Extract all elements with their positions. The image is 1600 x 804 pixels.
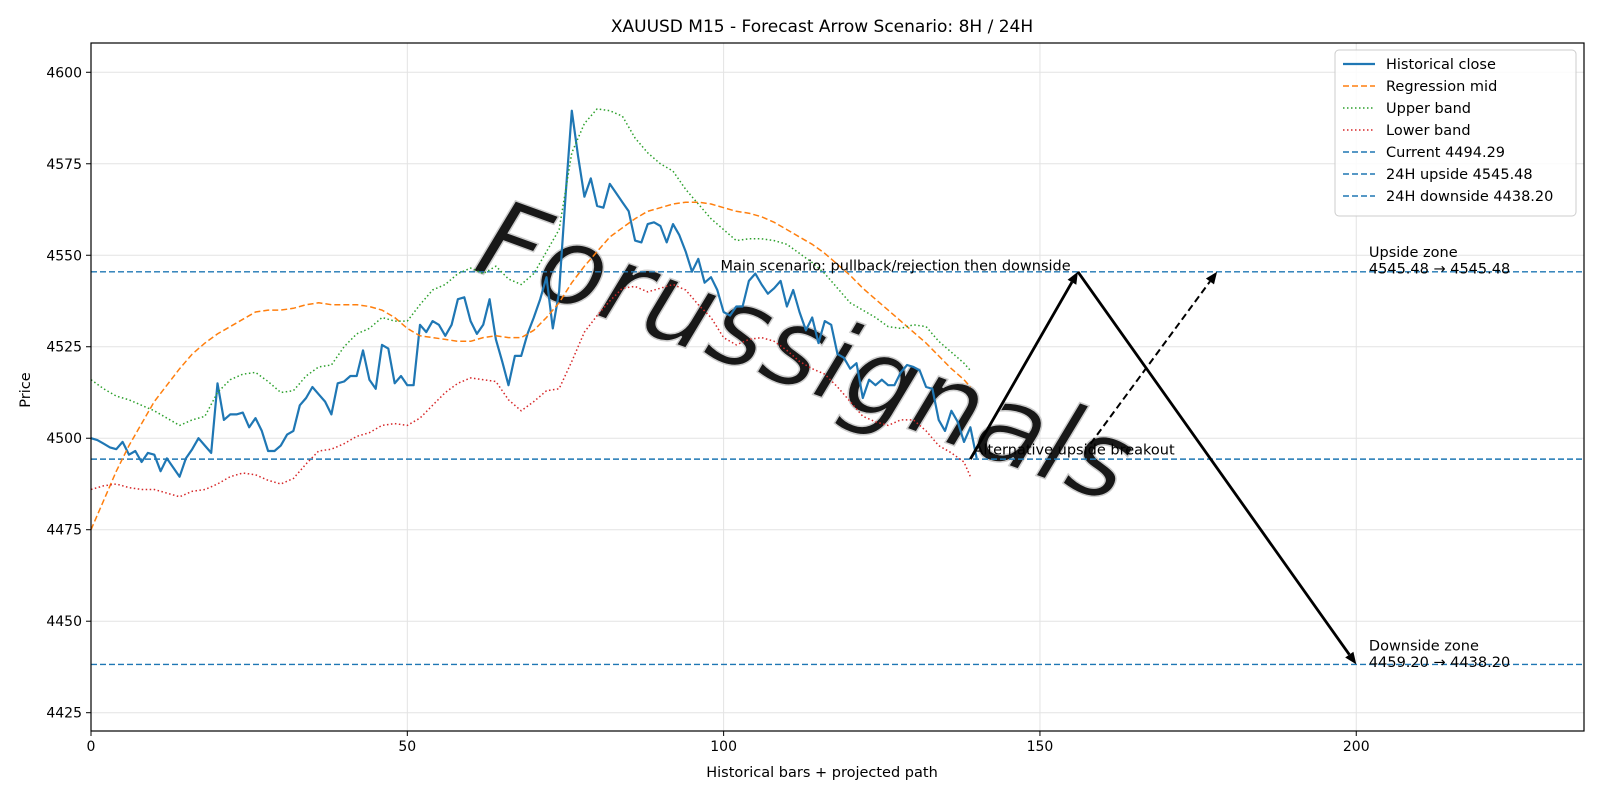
x-tick-label: 100 (710, 739, 737, 755)
grid-layer (90, 43, 1584, 731)
annotation-text: Main scenario: pullback/rejection then d… (720, 259, 1070, 275)
y-tick-label: 4425 (46, 706, 82, 722)
plot-frame (90, 42, 1585, 732)
series-line (90, 108, 971, 427)
x-tick-label: 200 (1343, 739, 1370, 755)
legend-label: Current 4494.29 (1386, 145, 1505, 161)
x-tick-label: 50 (398, 739, 416, 755)
forecast-arrow-head (1205, 271, 1218, 285)
y-tick-label: 4575 (46, 157, 82, 173)
levels-layer (91, 271, 1584, 666)
series-line (90, 109, 978, 478)
forecast-arrow-shaft (1076, 270, 1351, 656)
annotations-layer: Main scenario: pullback/rejection then d… (720, 245, 1510, 671)
series-line (90, 283, 972, 498)
annotation-text: 4545.48 → 4545.48 (1369, 262, 1510, 278)
forecast-arrow-head (1067, 271, 1078, 285)
chart-title: XAUUSD M15 - Forecast Arrow Scenario: 8H… (611, 17, 1033, 37)
arrows-layer (969, 270, 1357, 665)
y-tick-label: 4475 (46, 523, 82, 539)
y-tick-label: 4600 (46, 65, 82, 81)
forecast-arrow-shaft (969, 281, 1074, 460)
y-axis-label: Price (18, 372, 34, 407)
legend: Historical close Regression mid Upper band… (1334, 49, 1577, 217)
forecast-arrow-shaft (1089, 280, 1211, 445)
y-tick-label: 4525 (46, 340, 82, 356)
legend-label: Upper band (1386, 101, 1471, 117)
legend-label: Lower band (1386, 123, 1471, 139)
legend-box (1334, 49, 1577, 217)
forecast-arrow-head (1345, 651, 1357, 665)
series-layer (90, 108, 978, 530)
legend-label: 24H upside 4545.48 (1386, 167, 1533, 183)
annotation-text: Upside zone (1369, 245, 1458, 261)
x-tick-label: 150 (1027, 739, 1054, 755)
legend-label: Historical close (1386, 57, 1496, 73)
y-tick-label: 4500 (46, 431, 82, 447)
series-line (90, 201, 971, 530)
annotation-text: Downside zone (1369, 638, 1479, 654)
y-tick-label: 4450 (46, 614, 82, 630)
legend-label: Regression mid (1386, 79, 1497, 95)
y-tick-label: 4550 (46, 248, 82, 264)
x-tick-label: 0 (87, 739, 96, 755)
ticks-layer: 0 50 100 150 200 4425 4450 4475 4500 4525 4550 4575… (46, 65, 1369, 755)
annotation-text: 4459.20 → 4438.20 (1369, 655, 1510, 671)
annotation-text: Alternative upside breakout (974, 443, 1175, 459)
legend-label: 24H downside 4438.20 (1386, 189, 1553, 205)
x-axis-label: Historical bars + projected path (706, 765, 938, 781)
